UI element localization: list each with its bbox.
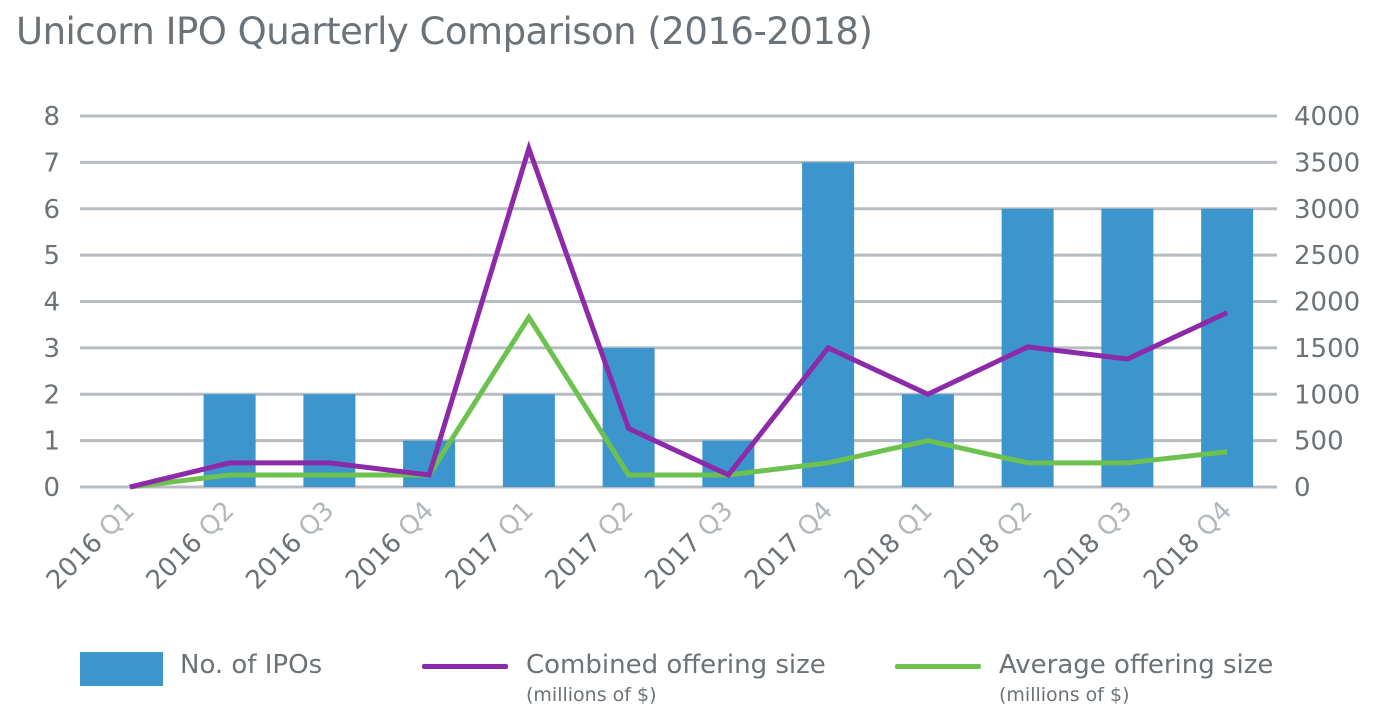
right-tick-label: 3000 bbox=[1294, 195, 1360, 225]
right-axis-ticks: 0 500 1000 1500 2000 2500 3000 3500 4000 bbox=[1294, 102, 1360, 503]
bar bbox=[1101, 208, 1154, 487]
bar bbox=[303, 394, 356, 487]
x-tick-label: 2017 Q4 bbox=[739, 496, 839, 596]
combined-offering-line bbox=[129, 140, 1229, 490]
x-tick-label: 2016 Q4 bbox=[340, 496, 440, 596]
bar bbox=[602, 347, 655, 487]
legend-swatch-average bbox=[895, 664, 981, 669]
left-tick-label: 8 bbox=[43, 102, 60, 132]
right-tick-label: 0 bbox=[1294, 473, 1311, 503]
right-tick-label: 2500 bbox=[1294, 241, 1360, 271]
right-tick-label: 500 bbox=[1294, 427, 1344, 457]
legend-label-ipos: No. of IPOs bbox=[180, 650, 323, 680]
left-tick-label: 2 bbox=[43, 380, 60, 410]
bar bbox=[203, 394, 256, 487]
series-lines bbox=[129, 140, 1229, 490]
bar bbox=[1201, 208, 1254, 487]
left-tick-label: 3 bbox=[43, 334, 60, 364]
legend-label-average: Average offering size bbox=[999, 650, 1274, 680]
legend-sub-combined: (millions of $) bbox=[526, 684, 657, 706]
right-tick-label: 3500 bbox=[1294, 148, 1360, 178]
x-tick-label: 2016 Q3 bbox=[240, 496, 340, 596]
chart-canvas: 0 1 2 3 4 5 6 7 8 0 500 1000 1500 2000 2500 3000 3500 40… bbox=[41, 102, 1360, 596]
bar bbox=[802, 162, 855, 487]
left-axis-ticks: 0 1 2 3 4 5 6 7 8 bbox=[43, 102, 60, 503]
left-tick-label: 7 bbox=[43, 148, 60, 178]
x-tick-label: 2016 Q2 bbox=[141, 496, 241, 596]
legend-label-combined: Combined offering size bbox=[526, 650, 826, 680]
bar bbox=[502, 394, 555, 487]
legend: No. of IPOs Combined offering size (mill… bbox=[0, 648, 1397, 720]
legend-sub-average: (millions of $) bbox=[999, 684, 1130, 706]
x-tick-label: 2017 Q1 bbox=[440, 496, 540, 596]
right-tick-label: 1500 bbox=[1294, 334, 1360, 364]
left-tick-label: 1 bbox=[43, 427, 60, 457]
x-tick-label: 2018 Q1 bbox=[839, 496, 939, 596]
legend-swatch-bar bbox=[80, 652, 163, 686]
chart-title: Unicorn IPO Quarterly Comparison (2016-2… bbox=[16, 10, 873, 53]
left-tick-label: 6 bbox=[43, 195, 60, 225]
x-tick-label: 2017 Q2 bbox=[540, 496, 640, 596]
right-tick-label: 1000 bbox=[1294, 380, 1360, 410]
x-tick-label: 2016 Q1 bbox=[41, 496, 141, 596]
average-offering-line bbox=[129, 312, 1228, 490]
right-tick-label: 2000 bbox=[1294, 288, 1360, 318]
right-tick-label: 4000 bbox=[1294, 102, 1360, 132]
bar bbox=[702, 440, 755, 487]
legend-swatch-combined bbox=[422, 664, 508, 669]
left-tick-label: 5 bbox=[43, 241, 60, 271]
left-tick-label: 4 bbox=[43, 288, 60, 318]
x-tick-label: 2018 Q2 bbox=[939, 496, 1039, 596]
left-tick-label: 0 bbox=[43, 473, 60, 503]
x-tick-label: 2018 Q4 bbox=[1138, 496, 1238, 596]
x-tick-label: 2017 Q3 bbox=[639, 496, 739, 596]
bars bbox=[203, 162, 1254, 487]
x-tick-label: 2018 Q3 bbox=[1038, 496, 1138, 596]
gridlines bbox=[80, 114, 1277, 489]
